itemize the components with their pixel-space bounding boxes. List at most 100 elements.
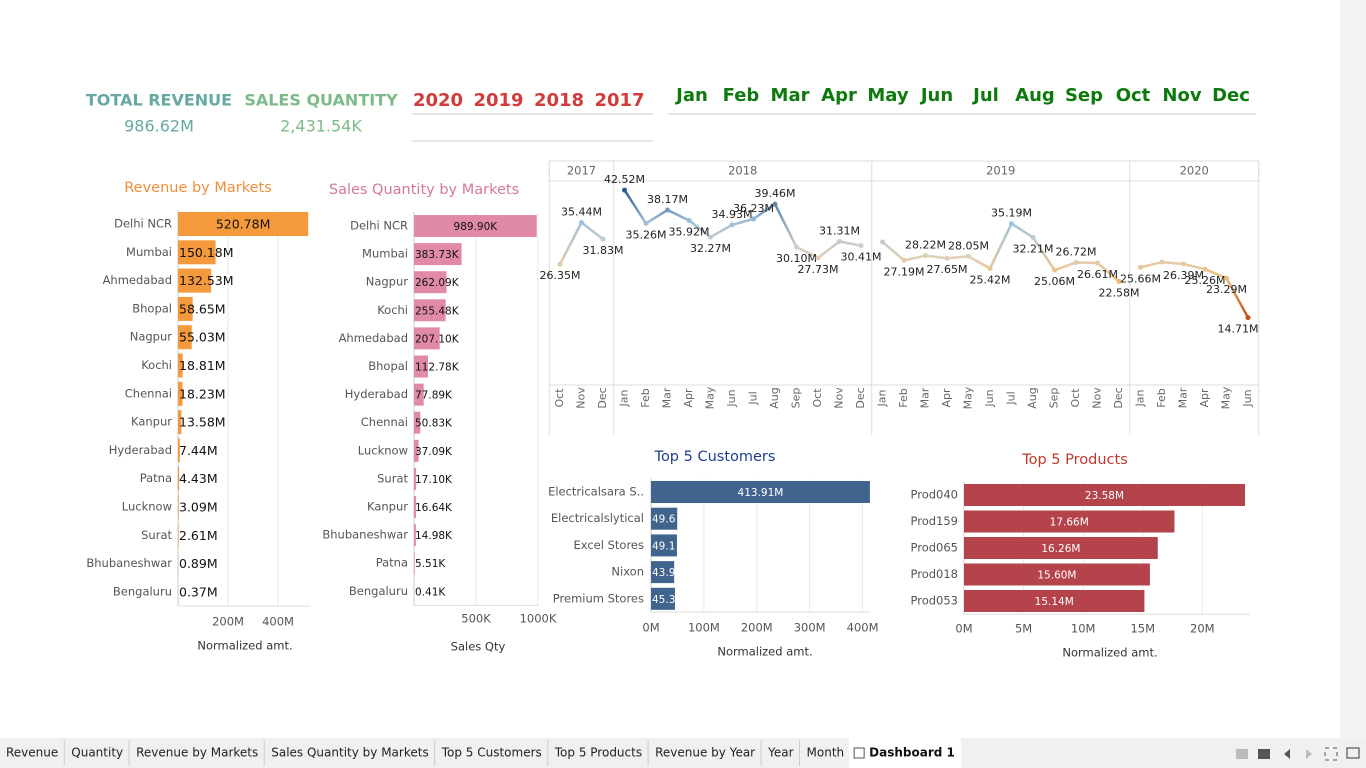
x-tick-label: Feb (897, 388, 910, 407)
x-tick-label: Jun (725, 389, 738, 407)
value-label: 14.98K (415, 530, 453, 542)
month-filter[interactable]: Jul (971, 85, 999, 106)
tab[interactable]: Revenue (6, 746, 58, 760)
value-label: 31.31M (819, 224, 860, 237)
tab[interactable]: Revenue by Year (655, 746, 755, 760)
category-label: Nixon (611, 565, 644, 579)
point (665, 207, 670, 213)
tab[interactable]: Sales Quantity by Markets (271, 746, 428, 760)
month-filter[interactable]: Oct (1116, 85, 1151, 106)
value-label: 18.23M (179, 386, 226, 401)
value-label: 150.18M (179, 245, 234, 260)
category-label: Electricalsara S.. (548, 485, 644, 499)
value-label: 35.92M (669, 225, 710, 238)
tab[interactable]: Revenue by Markets (136, 746, 258, 760)
month-filter[interactable]: Jan (674, 85, 708, 106)
value-label: 32.21M (1013, 242, 1054, 255)
line (881, 221, 1120, 283)
month-filter[interactable]: Aug (1015, 85, 1055, 106)
month-filter[interactable]: May (867, 85, 909, 106)
value-label: 39.46M (755, 187, 796, 200)
value-label: 23.29M (1206, 283, 1247, 296)
x-tick-label: Sep (1048, 388, 1061, 409)
x-tick-label: Feb (639, 388, 652, 407)
x-tick-label: Dec (854, 387, 867, 408)
tab[interactable]: Month (807, 746, 845, 760)
bar (178, 296, 193, 321)
point (901, 257, 907, 263)
value-label: 3.09M (179, 500, 218, 515)
year-filter[interactable]: 2017 (594, 90, 644, 111)
year-filter[interactable]: 2020 (413, 90, 463, 111)
category-label: Lucknow (358, 443, 408, 457)
point (1116, 278, 1122, 284)
value-label: 16.64K (415, 502, 453, 514)
value-label: 45.3 (652, 594, 675, 606)
value-label: 25.42M (970, 273, 1011, 286)
chart-title: Revenue by Markets (124, 180, 272, 196)
value-label: 383.73K (415, 249, 460, 261)
category-label: Surat (377, 471, 408, 485)
value-label: 31.83M (583, 244, 624, 257)
value-label: 0.89M (179, 556, 218, 571)
x-tick-label: Mar (661, 387, 674, 408)
panel-year: 2017 (567, 164, 596, 178)
month-filter[interactable]: Mar (771, 85, 810, 106)
month-filter[interactable]: Dec (1212, 85, 1250, 106)
tab[interactable]: Year (767, 746, 793, 760)
tab[interactable]: Top 5 Products (554, 746, 642, 760)
x-tick-label: Apr (940, 388, 953, 408)
value-label: 989.90K (454, 221, 499, 233)
value-label: 37.09K (415, 446, 453, 458)
chart-title: Top 5 Customers (654, 449, 776, 465)
bar (414, 524, 416, 547)
point (1202, 266, 1208, 272)
x-tick-label: Dec (596, 387, 609, 408)
bar (178, 268, 212, 293)
year-filter[interactable]: 2018 (534, 90, 584, 111)
category-label: Hyderabad (345, 387, 408, 401)
kpi-value: 986.62M (124, 117, 194, 136)
line (1140, 260, 1250, 319)
tab-bar (0, 738, 1366, 768)
toolbar-icon[interactable] (1346, 747, 1360, 759)
tab[interactable]: Dashboard 1 (869, 746, 955, 760)
toolbar-icon[interactable] (1258, 749, 1270, 759)
month-filter[interactable]: Sep (1065, 85, 1103, 106)
value-label: 15.14M (1035, 596, 1074, 608)
bar (651, 507, 678, 530)
toolbar-icon[interactable] (1284, 749, 1290, 759)
category-label: Mumbai (126, 245, 172, 259)
toolbar-icon[interactable] (1306, 749, 1312, 759)
value-label: 32.27M (690, 242, 731, 255)
tab[interactable]: Top 5 Customers (441, 746, 542, 760)
tab[interactable]: Quantity (71, 746, 123, 760)
toolbar-icon[interactable] (1324, 747, 1338, 761)
point (708, 234, 713, 240)
axis-title: Sales Qty (451, 640, 506, 654)
bar (414, 496, 417, 518)
year-filter[interactable]: 2019 (473, 90, 523, 111)
category-label: Excel Stores (573, 538, 644, 552)
toolbar-icon[interactable] (1236, 749, 1248, 759)
point (600, 236, 606, 242)
bar (178, 240, 216, 265)
bar (178, 325, 192, 350)
x-tick-label: Dec (1112, 387, 1125, 408)
month-filter[interactable]: Nov (1162, 85, 1201, 106)
value-label: 13.58M (179, 415, 226, 430)
x-tick-label: Mar (919, 387, 932, 408)
month-filter[interactable]: Feb (723, 85, 760, 106)
value-label: 255.48K (415, 305, 460, 317)
category-label: Premium Stores (553, 591, 644, 605)
month-filter[interactable]: Apr (821, 85, 857, 106)
value-label: 5.51K (415, 558, 446, 570)
point (944, 255, 950, 261)
point (686, 217, 692, 223)
value-label: 43.9 (652, 567, 675, 579)
month-filter[interactable]: Jun (919, 85, 953, 106)
tab-icon (853, 747, 865, 759)
kpi-label: TOTAL REVENUE (86, 91, 232, 110)
category-label: Surat (141, 528, 172, 542)
